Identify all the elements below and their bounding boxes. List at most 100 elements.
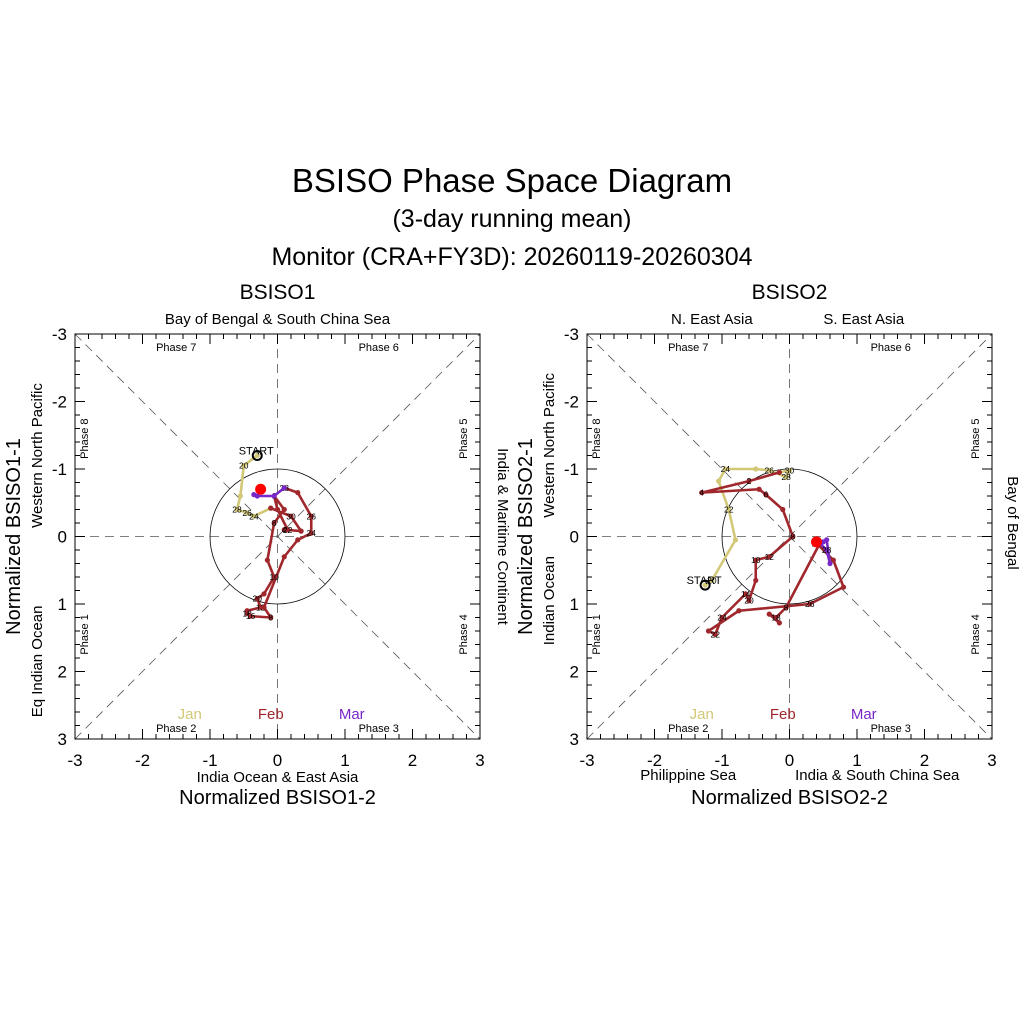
p2-x-tick-label: 1 (852, 751, 861, 770)
p2-y-tick-label: 3 (570, 730, 579, 749)
p2-data-point (827, 560, 833, 567)
p2-day-label: 22 (711, 629, 721, 639)
p2-region-label-left-upper: Western North Pacific (541, 372, 558, 517)
p1-data-point (281, 485, 287, 491)
p2-data-point (753, 466, 759, 472)
p2-y-tick-label: 2 (570, 663, 579, 682)
p1-y-axis-label: Normalized BSISO1-1 (3, 438, 25, 635)
p2-x-tick-label: -1 (714, 751, 729, 770)
p2-day-label: 8 (784, 602, 789, 612)
p2-day-label: 20 (707, 575, 717, 585)
p2-data-point (783, 604, 789, 610)
p1-data-point (251, 492, 257, 498)
p2-day-label: 24 (717, 613, 727, 623)
p2-data-point (709, 577, 715, 583)
p2-day-label: 30 (785, 465, 795, 475)
p2-data-point (712, 631, 718, 637)
p2-region-label-bottom-left: Philippine Sea (640, 767, 737, 784)
p2-data-point (726, 506, 732, 513)
p2-data-point (776, 620, 782, 626)
p2-data-point (736, 608, 742, 614)
p1-x-axis-label: Normalized BSISO1-2 (179, 787, 376, 809)
p1-panel-title: BSISO1 (240, 281, 316, 304)
p2-data-point (699, 490, 705, 496)
monitor-label: Monitor (CRA+FY3D): 20260119-20260304 (271, 243, 753, 271)
p2-data-point (773, 614, 779, 621)
p1-data-point (271, 574, 277, 580)
p1-data-point (268, 614, 274, 621)
p1-day-label: 22 (283, 525, 293, 535)
p2-day-label: 6 (764, 490, 769, 500)
p1-phase-label-2: Phase 2 (156, 723, 196, 735)
p2-data-point (766, 467, 772, 473)
p1-month-legend-feb: Feb (258, 706, 284, 723)
p1-data-point (281, 554, 287, 560)
p1-data-point (285, 527, 291, 533)
p1-data-point (295, 537, 301, 543)
p2-day-label: 22 (724, 505, 734, 515)
p1-day-label: 28 (232, 505, 242, 515)
p2-y-tick-label: -1 (564, 460, 579, 479)
p2-y-tick-label: 0 (570, 528, 579, 547)
p1-y-tick-label: 3 (58, 730, 67, 749)
p2-data-point (766, 611, 772, 617)
p2-x-axis-label: Normalized BSISO2-2 (691, 787, 888, 809)
p1-phase-label-1: Phase 1 (79, 614, 91, 654)
p2-day-label: 18 (771, 613, 781, 623)
p2-series-line-jan (704, 467, 791, 587)
p2-data-point (780, 506, 786, 513)
p2-data-point (840, 584, 847, 590)
p2-data-point (820, 539, 826, 545)
p1-region-label-right: India & Maritime Continent (494, 448, 511, 626)
p1-y-tick-label: 1 (58, 595, 67, 614)
p2-data-point (776, 469, 782, 475)
p2-x-tick-label: 2 (920, 751, 929, 770)
p1-y-tick-label: -1 (52, 460, 67, 479)
p1-x-tick-label: 2 (408, 751, 417, 770)
p1-region-label-bottom: India Ocean & East Asia (197, 769, 359, 786)
p2-day-label: 8 (791, 532, 796, 542)
p1-data-point (244, 510, 250, 516)
p2-day-label: 2 (747, 476, 752, 486)
p2-data-point (830, 557, 836, 563)
p2-day-label: 10 (751, 555, 761, 565)
p1-unit-circle (209, 468, 346, 605)
p2-phase-label-8: Phase 8 (591, 418, 603, 458)
p2-day-label: 26 (805, 599, 815, 609)
p1-data-point (308, 513, 314, 519)
p2-phase-label-7: Phase 7 (668, 342, 708, 354)
p1-phase-label-4: Phase 4 (458, 614, 470, 654)
p1-data-point (295, 490, 301, 496)
p1-data-point (247, 613, 254, 619)
p1-data-point (251, 513, 257, 519)
p2-y-tick-label: 1 (570, 595, 579, 614)
p1-x-tick-label: 1 (340, 751, 349, 770)
p1-x-tick-label: 0 (273, 751, 282, 770)
p1-day-label: 30 (286, 511, 296, 521)
p2-data-point (702, 582, 708, 588)
p2-x-tick-label: 0 (785, 751, 794, 770)
p1-data-point (261, 604, 267, 610)
p2-data-point (753, 577, 759, 583)
p1-region-label-top: Bay of Bengal & South China Sea (165, 311, 391, 328)
p1-day-label: 12 (256, 602, 266, 612)
p2-region-label-right: Bay of Bengal (1004, 476, 1021, 569)
p2-data-point (807, 601, 813, 607)
p1-data-point (264, 557, 270, 563)
p2-y-tick-label: -2 (564, 393, 579, 412)
p2-data-point (719, 614, 725, 621)
chart-title: BSISO Phase Space Diagram (291, 162, 733, 199)
p2-month-legend-jan: Jan (690, 706, 714, 723)
p1-day-label: 18 (242, 608, 252, 618)
p2-day-label: 28 (822, 545, 832, 555)
p2-phase-label-6: Phase 6 (871, 342, 911, 354)
p2-region-label-top-right: S. East Asia (823, 311, 905, 328)
p1-phase-label-6: Phase 6 (359, 342, 399, 354)
p1-y-tick-label: 2 (58, 663, 67, 682)
p2-panel-title: BSISO2 (752, 281, 828, 304)
p2-data-point (824, 547, 830, 553)
p2-data-point (716, 478, 722, 484)
p1-y-tick-label: 0 (58, 528, 67, 547)
p1-phase-label-7: Phase 7 (156, 342, 196, 354)
